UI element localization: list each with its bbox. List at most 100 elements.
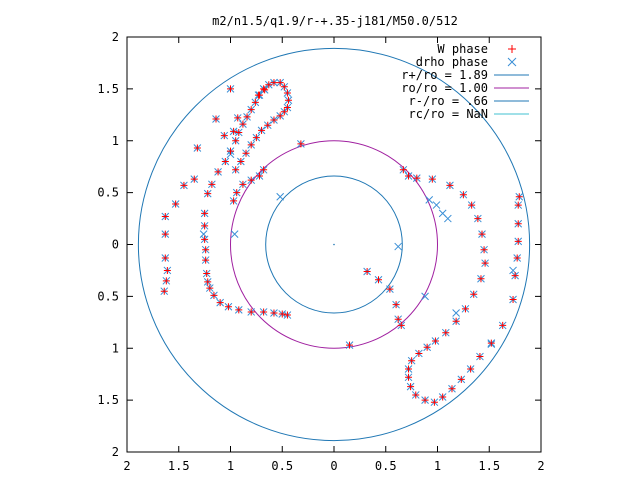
data-point (265, 81, 273, 89)
chart-title: m2/n1.5/q1.9/r-+.35-j181/M50.0/512 (212, 14, 458, 28)
data-point (221, 158, 229, 165)
data-point (203, 270, 211, 278)
data-point (446, 181, 454, 189)
data-point (163, 266, 171, 274)
circle-r-0_66 (265, 175, 403, 314)
data-point (487, 339, 495, 347)
legend-label: rc/ro = NaN (409, 107, 488, 121)
y-tick-label: 0.5 (97, 186, 119, 200)
data-point (161, 212, 169, 220)
data-point (405, 373, 413, 381)
data-point (513, 254, 521, 262)
data-point (405, 172, 413, 180)
data-point (468, 201, 476, 209)
y-axis: 2 1.5 1 0.5 0 0.5 1 1.5 2 (97, 30, 541, 459)
data-point (216, 299, 224, 307)
data-point (474, 215, 482, 223)
data-point (199, 230, 208, 238)
data-point (270, 116, 278, 124)
data-point (408, 357, 416, 365)
data-point (230, 127, 238, 135)
data-point (247, 106, 255, 114)
data-point (227, 85, 234, 93)
data-point (509, 295, 517, 303)
data-point (514, 220, 522, 228)
x-tick-label: 0 (330, 459, 337, 473)
data-point (210, 291, 218, 299)
data-point (220, 132, 228, 140)
legend-marker (507, 57, 517, 67)
data-point (457, 375, 465, 383)
data-point (206, 284, 214, 292)
x-tick-label: 1.5 (168, 459, 190, 473)
data-point (459, 191, 467, 199)
data-point (499, 321, 507, 329)
data-point (243, 113, 251, 121)
data-point (247, 308, 255, 316)
data-point (514, 201, 522, 209)
legend-label: ro/ro = 1.00 (401, 81, 488, 95)
data-point (412, 391, 420, 399)
data-point (255, 172, 263, 180)
data-point (247, 176, 255, 184)
data-point (280, 108, 288, 116)
data-point (421, 396, 429, 404)
data-point (270, 309, 278, 317)
data-point (515, 193, 523, 201)
data-point (235, 306, 243, 314)
circle-r-1 (230, 140, 438, 349)
data-point (407, 383, 415, 391)
data-point (392, 301, 400, 309)
data-point (283, 89, 291, 97)
data-point (375, 276, 383, 284)
data-point (193, 144, 201, 152)
data-point (258, 126, 266, 134)
data-point (234, 114, 242, 122)
data-point (254, 91, 262, 99)
data-point (283, 311, 291, 319)
data-point (161, 230, 169, 238)
data-point (276, 192, 285, 201)
data-point (413, 174, 421, 182)
data-point (470, 290, 478, 298)
x-tick-label: 0.5 (271, 459, 293, 473)
data-point (239, 120, 247, 128)
data-point (276, 79, 284, 87)
data-point (251, 98, 259, 106)
plot-area (137, 47, 531, 442)
data-point (242, 149, 250, 157)
data-point (224, 303, 232, 311)
data-point (161, 254, 169, 262)
data-point (233, 189, 241, 197)
data-point (239, 180, 247, 188)
data-point (260, 85, 268, 93)
data-point (399, 166, 407, 174)
data-point (284, 96, 292, 104)
data-point (428, 175, 436, 183)
data-point (247, 141, 255, 149)
data-point (201, 222, 209, 230)
data-point (363, 267, 371, 275)
data-point (439, 393, 447, 401)
data-point (423, 343, 431, 351)
y-tick-label: 2 (112, 30, 119, 44)
data-point (461, 305, 469, 313)
data-point (394, 242, 403, 251)
data-point (162, 277, 170, 285)
data-point (425, 196, 434, 204)
legend-label: drho phase (416, 55, 488, 69)
data-point (278, 310, 286, 318)
data-point (511, 272, 519, 280)
data-point (467, 365, 475, 373)
data-point (421, 292, 429, 301)
series-w-phase (160, 79, 523, 406)
data-point (190, 175, 198, 183)
data-point (415, 349, 423, 357)
data-point (252, 134, 260, 142)
data-point (476, 353, 484, 361)
data-point (201, 235, 209, 243)
data-point (230, 197, 238, 205)
data-point (227, 147, 234, 155)
